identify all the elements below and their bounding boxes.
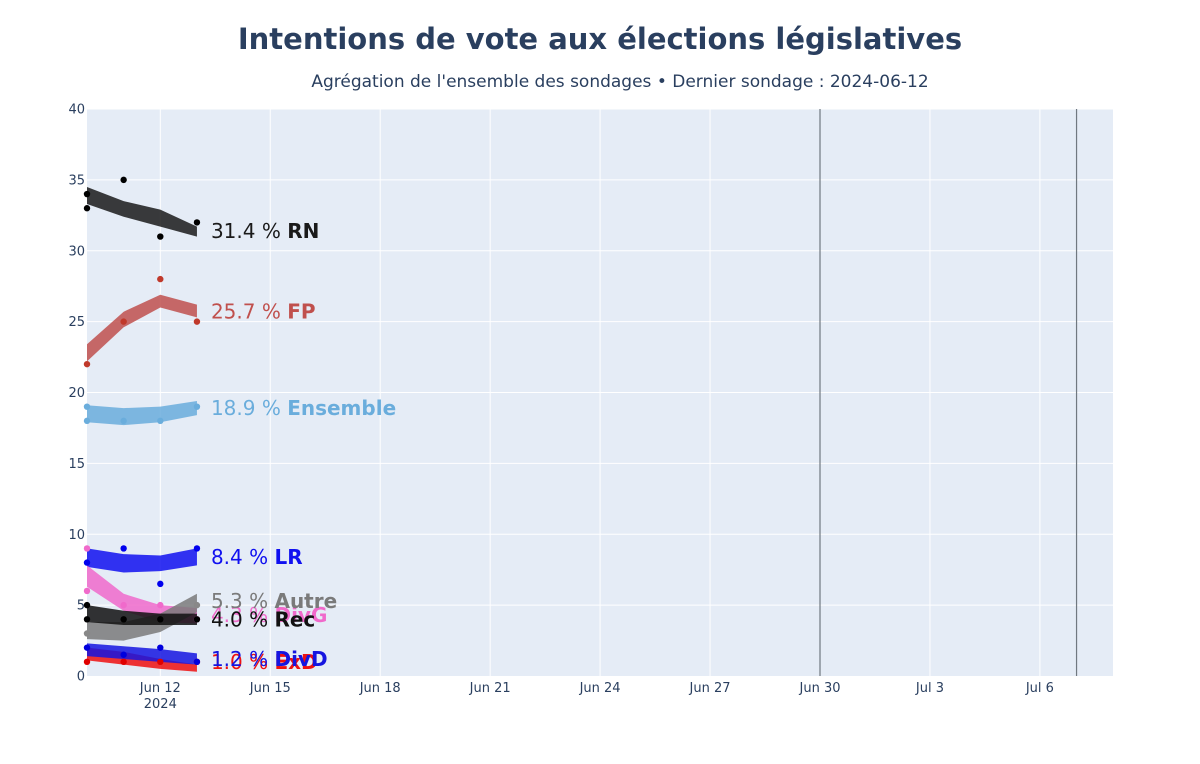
series-label-name: Autre — [274, 589, 337, 613]
y-tick-label: 40 — [68, 103, 85, 118]
poll-point-ensemble — [120, 417, 127, 425]
poll-point-rn — [193, 219, 201, 226]
y-tick-label: 0 — [77, 670, 85, 685]
series-label-value: 4.0 % — [211, 607, 275, 631]
poll-point-fp — [120, 318, 127, 325]
x-tick-label: Jul 3 — [915, 681, 944, 696]
series-label-name: FP — [287, 300, 315, 324]
poll-point-exd — [157, 658, 164, 666]
poll-points — [83, 176, 201, 666]
series-label-value: 25.7 % — [211, 300, 287, 324]
poll-point-rec — [120, 616, 127, 623]
y-tick-label: 25 — [68, 315, 85, 330]
series-label-rn: 31.4 % RN — [211, 219, 319, 243]
band-ensemble — [87, 401, 197, 426]
poll-point-ensemble — [157, 417, 164, 425]
series-label-name: Rec — [274, 607, 315, 631]
series-bands — [87, 186, 197, 672]
x-tick-label: Jun 30 — [799, 681, 841, 696]
reference-lines — [819, 109, 1078, 676]
y-tick-label: 20 — [68, 386, 85, 401]
series-label-autre: 5.3 % Autre — [211, 589, 337, 613]
poll-point-rec — [157, 616, 164, 623]
y-tick-label: 10 — [68, 528, 85, 543]
series-label-name: ExD — [274, 650, 317, 674]
poll-point-rn — [83, 205, 91, 212]
series-label-value: 5.3 % — [211, 589, 275, 613]
poll-point-divd — [120, 651, 127, 658]
poll-point-divg — [120, 601, 127, 609]
series-label-name: DivG — [274, 603, 327, 627]
poll-point-lr — [157, 580, 164, 588]
poll-point-ensemble — [193, 403, 201, 410]
chart-subtitle: Agrégation de l'ensemble des sondages • … — [311, 72, 929, 92]
series-label-ensemble: 18.9 % Ensemble — [211, 396, 396, 420]
band-fp — [87, 294, 197, 362]
poll-point-rn — [157, 233, 164, 240]
x-tick-label: Jun 18 — [359, 681, 401, 696]
series-label-name: LR — [274, 545, 302, 569]
series-label-name: DivD — [274, 647, 327, 671]
series-label-name: RN — [287, 219, 319, 243]
band-divd — [87, 643, 197, 665]
y-tick-label: 35 — [68, 173, 85, 188]
series-label-name: Ensemble — [287, 396, 396, 420]
x-tick-label: Jun 24 — [579, 681, 621, 696]
x-tick-label: Jun 15 — [249, 681, 291, 696]
poll-point-ensemble — [83, 417, 91, 425]
x-tick-year: 2024 — [144, 697, 177, 712]
x-tick-label: Jun 21 — [469, 681, 511, 696]
chart-title: Intentions de vote aux élections législa… — [237, 22, 963, 56]
x-tick-label: Jul 6 — [1025, 681, 1054, 696]
band-rec — [87, 605, 197, 625]
poll-point-exd — [120, 658, 127, 666]
poll-point-divg — [83, 587, 91, 595]
band-rn — [87, 186, 197, 237]
y-tick-label: 30 — [68, 244, 85, 259]
y-tick-label: 5 — [77, 599, 85, 614]
poll-point-divd — [157, 644, 164, 651]
poll-point-exd — [83, 658, 91, 666]
poll-point-divg — [83, 545, 91, 552]
series-label-lr: 8.4 % LR — [211, 545, 303, 569]
poll-point-rec — [193, 616, 201, 623]
series-label-value: 31.4 % — [211, 219, 287, 243]
poll-point-rec — [83, 616, 91, 623]
poll-point-lr — [83, 559, 91, 566]
poll-point-fp — [193, 318, 201, 325]
series-label-value: 1.2 % — [211, 647, 275, 671]
poll-point-divd — [83, 644, 91, 651]
x-tick-label: Jun 12 — [139, 681, 181, 696]
series-label-divd: 1.2 % DivD — [211, 647, 328, 671]
poll-point-divd — [193, 658, 201, 666]
y-tick-label: 15 — [68, 457, 85, 472]
series-label-value: 1.0 % — [211, 650, 275, 674]
poll-point-rn — [120, 176, 127, 184]
series-label-rec: 4.0 % Rec — [211, 607, 315, 631]
series-label-fp: 25.7 % FP — [211, 300, 316, 324]
poll-point-autre — [193, 601, 201, 609]
band-lr — [87, 548, 197, 573]
poll-point-rec — [83, 601, 91, 609]
series-label-value: 18.9 % — [211, 396, 287, 420]
series-label-divg: 4.3 % DivG — [211, 603, 327, 627]
series-labels: 31.4 % RN 25.7 % FP 18.9 % Ensemble 8.4 % L… — [211, 219, 396, 674]
poll-point-fp — [83, 360, 91, 368]
series-label-value: 8.4 % — [211, 545, 275, 569]
poll-point-rn — [83, 190, 91, 198]
poll-point-lr — [193, 545, 201, 552]
poll-point-lr — [120, 545, 127, 552]
band-autre — [87, 593, 197, 641]
poll-point-fp — [157, 275, 164, 283]
poll-point-divg — [157, 601, 164, 609]
series-label-value: 4.3 % — [211, 603, 275, 627]
poll-point-ensemble — [83, 403, 91, 410]
series-label-exd: 1.0 % ExD — [211, 650, 318, 674]
x-tick-label: Jun 27 — [689, 681, 731, 696]
poll-point-autre — [83, 630, 91, 637]
